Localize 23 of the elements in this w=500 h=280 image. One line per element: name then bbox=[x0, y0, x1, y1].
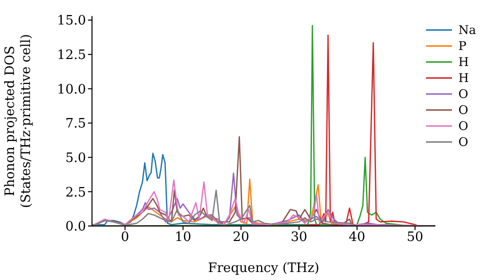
x-axis-title: Frequency (THz) bbox=[208, 261, 320, 276]
x-tick-label: 20 bbox=[232, 230, 250, 246]
x-tick-label: 40 bbox=[348, 230, 366, 246]
legend-label: O bbox=[458, 135, 468, 149]
legend-label: P bbox=[458, 39, 466, 53]
x-tick-label: 50 bbox=[406, 230, 424, 246]
y-axis-title: Phonon projected DOS (States/THz·primitive cell) bbox=[3, 34, 34, 208]
x-tick-label: 10 bbox=[174, 230, 192, 246]
y-tick-label: 12.5 bbox=[57, 48, 86, 64]
y-tick-label: 15.0 bbox=[57, 14, 86, 29]
legend-label: O bbox=[458, 103, 468, 117]
y-tick-label: 0.0 bbox=[65, 220, 86, 235]
x-tick-label: 30 bbox=[290, 230, 308, 246]
legend-label: H bbox=[458, 71, 469, 85]
x-tick-label: 0 bbox=[120, 230, 130, 246]
y-tick-label: 7.5 bbox=[65, 116, 86, 132]
y-tick-label: 10.0 bbox=[57, 82, 86, 98]
legend-label: Na bbox=[458, 23, 476, 37]
y-tick-label: 2.5 bbox=[65, 185, 86, 200]
legend-label: H bbox=[458, 55, 469, 69]
legend-label: O bbox=[458, 119, 468, 133]
legend-label: O bbox=[458, 87, 468, 101]
y-tick-label: 5.0 bbox=[65, 150, 86, 166]
